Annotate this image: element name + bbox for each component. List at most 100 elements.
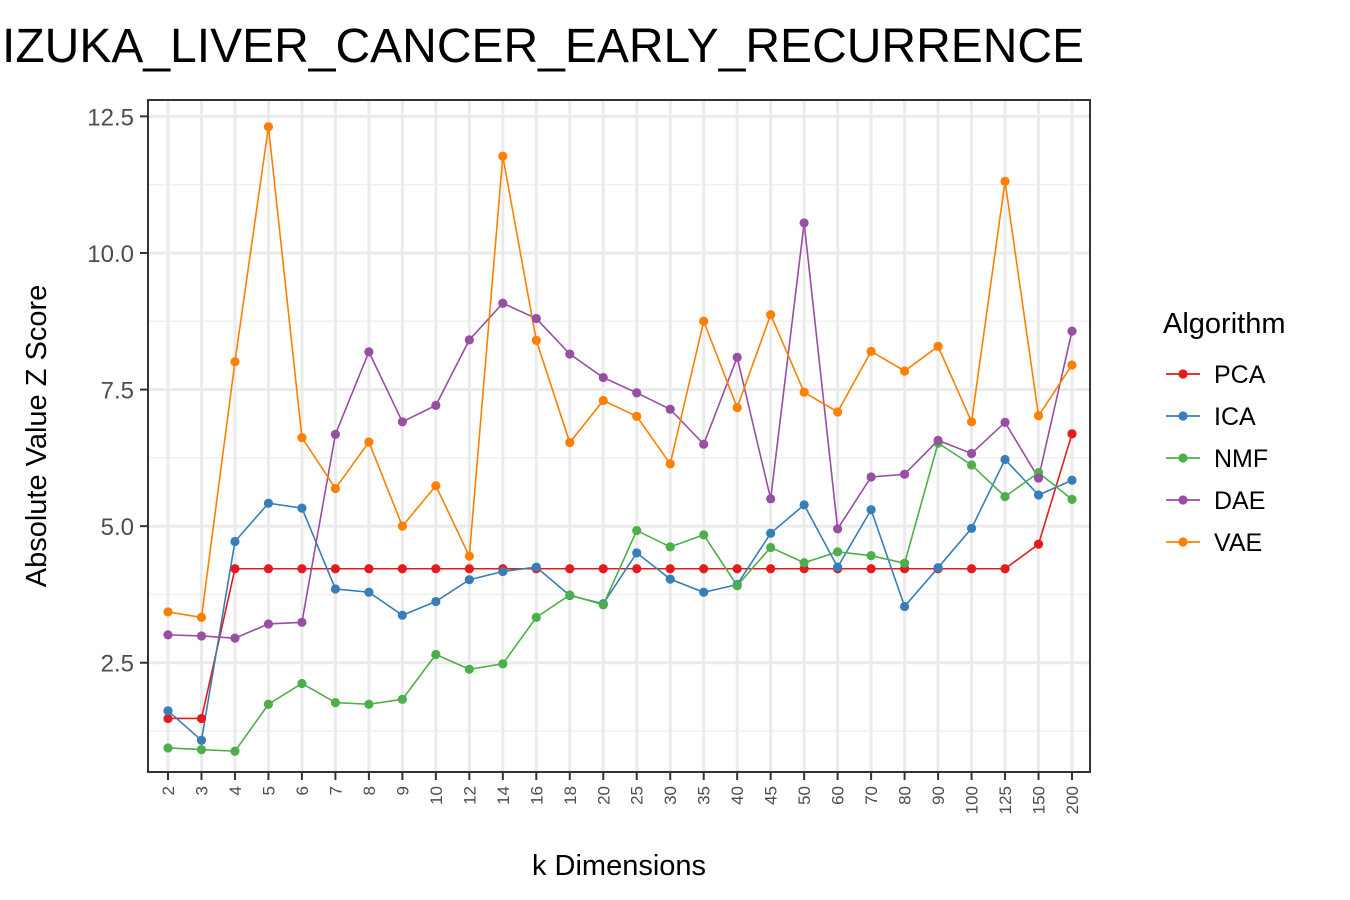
data-point-vae bbox=[397, 521, 407, 531]
data-point-pca bbox=[598, 564, 608, 574]
data-point-ica bbox=[1000, 454, 1010, 465]
data-point-nmf bbox=[196, 745, 207, 755]
data-point-dae bbox=[364, 347, 374, 357]
x-tick-label: 35 bbox=[695, 786, 714, 805]
data-point-nmf bbox=[531, 612, 541, 622]
data-point-nmf bbox=[464, 664, 474, 674]
data-point-dae bbox=[431, 400, 441, 411]
x-tick-label: 20 bbox=[594, 786, 613, 805]
data-point-dae bbox=[966, 448, 977, 459]
x-tick-label: 60 bbox=[829, 786, 848, 805]
data-point-nmf bbox=[899, 558, 910, 568]
x-axis-title: k Dimensions bbox=[532, 850, 706, 882]
data-point-pca bbox=[565, 564, 575, 574]
data-point-nmf bbox=[498, 659, 508, 669]
data-point-ica bbox=[196, 735, 207, 745]
legend-marker-nmf bbox=[1178, 453, 1188, 463]
data-point-vae bbox=[732, 402, 742, 413]
data-point-ica bbox=[833, 562, 843, 572]
data-point-pca bbox=[431, 564, 441, 574]
data-point-nmf bbox=[866, 551, 876, 561]
legend-label-vae: VAE bbox=[1214, 529, 1262, 557]
legend-marker-vae bbox=[1178, 537, 1188, 547]
data-point-dae bbox=[665, 404, 675, 414]
data-point-ica bbox=[866, 505, 876, 515]
data-point-nmf bbox=[766, 542, 776, 553]
data-point-ica bbox=[1067, 475, 1077, 485]
data-point-nmf bbox=[565, 590, 575, 600]
x-tick-label: 2 bbox=[159, 786, 178, 795]
legend-items: PCA ICA NMF DAE VAE bbox=[1166, 361, 1268, 557]
legend-label-ica: ICA bbox=[1214, 403, 1256, 431]
data-point-vae bbox=[966, 417, 977, 427]
data-point-vae bbox=[163, 607, 173, 617]
data-point-dae bbox=[565, 349, 575, 359]
data-point-vae bbox=[196, 612, 207, 622]
data-point-vae bbox=[833, 407, 843, 417]
x-tick-label: 8 bbox=[360, 786, 379, 795]
data-point-vae bbox=[431, 481, 441, 491]
legend: Algorithm PCA ICA NMF DAE VAE bbox=[1163, 308, 1286, 557]
data-point-nmf bbox=[397, 694, 407, 704]
data-point-dae bbox=[1067, 326, 1077, 336]
data-point-pca bbox=[1067, 429, 1077, 439]
data-point-pca bbox=[665, 564, 675, 574]
y-tick-label: 5.0 bbox=[101, 514, 134, 541]
x-tick-label: 90 bbox=[929, 786, 948, 805]
data-point-dae bbox=[163, 630, 173, 640]
data-point-nmf bbox=[732, 581, 742, 591]
legend-label-pca: PCA bbox=[1214, 361, 1266, 389]
x-tick-label: 6 bbox=[293, 786, 312, 795]
legend-label-dae: DAE bbox=[1214, 487, 1265, 515]
data-point-vae bbox=[866, 346, 876, 356]
data-point-dae bbox=[598, 372, 608, 383]
data-point-nmf bbox=[297, 678, 307, 689]
data-point-dae bbox=[766, 494, 776, 504]
data-point-dae bbox=[899, 469, 910, 479]
data-point-dae bbox=[230, 633, 240, 643]
y-tick-label: 12.5 bbox=[87, 104, 134, 131]
gridlines bbox=[148, 100, 1090, 772]
x-tick-label: 100 bbox=[963, 786, 982, 814]
data-point-nmf bbox=[833, 547, 843, 557]
data-point-ica bbox=[665, 574, 675, 584]
data-point-vae bbox=[364, 437, 374, 447]
data-point-nmf bbox=[966, 460, 977, 470]
data-point-ica bbox=[933, 563, 943, 573]
data-point-ica bbox=[163, 706, 173, 716]
data-point-dae bbox=[397, 417, 407, 427]
data-point-vae bbox=[598, 395, 608, 406]
data-point-vae bbox=[1000, 176, 1010, 187]
data-point-nmf bbox=[598, 600, 608, 610]
x-tick-label: 7 bbox=[326, 786, 345, 795]
data-point-dae bbox=[464, 335, 474, 345]
data-point-ica bbox=[431, 596, 441, 607]
data-point-nmf bbox=[163, 743, 173, 753]
x-tick-label: 45 bbox=[762, 786, 781, 805]
x-tick-label: 50 bbox=[795, 786, 814, 805]
data-point-nmf bbox=[1000, 492, 1010, 502]
data-point-vae bbox=[498, 151, 508, 161]
x-tick-label: 150 bbox=[1030, 786, 1049, 814]
x-tick-label: 40 bbox=[728, 786, 747, 805]
data-point-ica bbox=[330, 584, 341, 594]
x-tick-label: 4 bbox=[226, 786, 245, 795]
data-point-ica bbox=[464, 575, 474, 585]
data-point-ica bbox=[1033, 490, 1044, 500]
data-point-pca bbox=[364, 564, 374, 574]
data-point-vae bbox=[464, 551, 474, 561]
data-point-ica bbox=[297, 503, 307, 513]
legend-marker-ica bbox=[1178, 411, 1188, 421]
data-point-pca bbox=[966, 564, 977, 574]
data-point-ica bbox=[531, 562, 541, 572]
data-point-dae bbox=[833, 524, 843, 534]
data-point-pca bbox=[732, 564, 742, 574]
data-point-vae bbox=[665, 459, 675, 469]
x-tick-label: 25 bbox=[628, 786, 647, 805]
axes: 2.55.07.510.012.52 3 4 5 6 7 8 9 10 12 14 16 18 20 25 3… bbox=[87, 104, 1082, 814]
data-point-vae bbox=[933, 341, 943, 351]
x-tick-label: 70 bbox=[862, 786, 881, 805]
data-point-vae bbox=[799, 387, 809, 397]
series-lines bbox=[167, 126, 1073, 753]
